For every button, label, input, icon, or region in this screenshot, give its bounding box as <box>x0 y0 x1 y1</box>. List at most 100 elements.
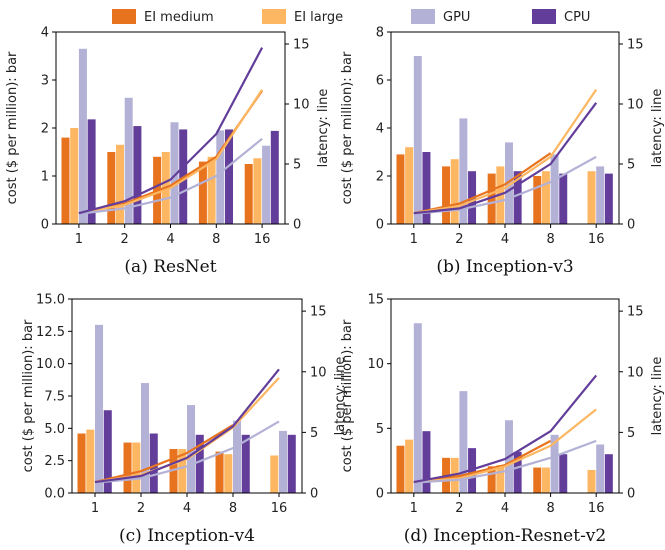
bar-ei-large <box>496 465 505 493</box>
y-axis-label: cost ($ per million): bar <box>340 51 355 204</box>
x-tick-label: 4 <box>166 232 174 247</box>
bar-ei-medium <box>77 433 86 493</box>
bar-gpu <box>187 405 196 493</box>
bar-cpu <box>133 126 142 224</box>
line-cpu <box>413 374 598 484</box>
x-tick-label: 2 <box>121 232 129 247</box>
bar-ei-medium <box>396 445 405 493</box>
y2-tick-label: 15 <box>293 38 310 53</box>
legend-label: CPU <box>564 10 590 25</box>
bar-gpu <box>279 430 288 493</box>
line-cpu <box>94 368 280 484</box>
line-gpu <box>78 137 263 215</box>
y-axis-label: cost ($ per million): bar <box>5 51 20 204</box>
line-gpu <box>413 439 597 484</box>
y2-tick-label: 10 <box>627 365 644 380</box>
bar-gpu <box>550 434 559 493</box>
y2-axis-label: latency: line <box>650 89 665 168</box>
bar-ei-large <box>270 455 279 493</box>
x-tick-label: 4 <box>183 501 191 516</box>
bar-group <box>77 324 296 493</box>
bar-gpu <box>141 383 150 493</box>
legend-item: EI medium <box>112 9 214 25</box>
x-tick-label: 16 <box>588 232 605 247</box>
x-tick-label: 2 <box>137 501 145 516</box>
y2-tick-label: 10 <box>310 365 327 380</box>
y2-tick-label: 0 <box>627 218 635 233</box>
bar-ei-medium <box>61 137 70 224</box>
y2-tick-label: 10 <box>293 98 310 113</box>
line-cpu <box>78 47 264 215</box>
y2-tick-label: 0 <box>310 487 318 502</box>
y2-tick-label: 5 <box>293 158 301 173</box>
y-tick-label: 1 <box>41 170 49 185</box>
bar-ei-large <box>405 147 414 224</box>
bar-cpu <box>422 431 431 493</box>
y2-tick-label: 15 <box>310 305 327 320</box>
bar-gpu <box>124 97 133 224</box>
bar-ei-medium <box>198 161 207 224</box>
y-tick-label: 5 <box>376 422 384 437</box>
bar-gpu <box>262 145 271 224</box>
x-tick-label: 8 <box>212 232 220 247</box>
bar-ei-medium <box>533 467 542 493</box>
x-tick-label: 16 <box>588 501 605 516</box>
bar-ei-large <box>587 171 596 224</box>
chart-panel: 0 5 10 15 0 5 10 15 1 2 4 8 16 cost ($ per million): … <box>340 293 665 547</box>
legend-swatch <box>112 9 136 24</box>
bar-ei-medium <box>533 176 542 224</box>
bar-gpu <box>596 444 605 493</box>
x-tick-label: 2 <box>455 232 463 247</box>
bar-group <box>396 56 613 224</box>
x-tick-label: 8 <box>546 501 554 516</box>
bar-gpu <box>459 118 468 224</box>
x-tick-label: 2 <box>455 501 463 516</box>
legend-item: CPU <box>532 9 590 25</box>
bar-ei-large <box>541 171 550 224</box>
line-ei-medium <box>94 424 234 484</box>
bar-group <box>61 48 279 224</box>
line-group <box>413 88 598 215</box>
panel-caption: (b) Inception-v3 <box>436 257 573 277</box>
line-ei-large <box>413 88 598 215</box>
line-cpu <box>413 102 598 215</box>
bar-ei-large <box>86 429 95 493</box>
y-tick-label: 0.0 <box>44 487 65 502</box>
line-group <box>94 368 280 484</box>
legend-label: EI medium <box>144 10 214 25</box>
bar-ei-large <box>70 128 79 224</box>
bar-cpu <box>559 454 568 493</box>
bar-gpu <box>78 48 87 224</box>
bar-ei-large <box>132 442 141 493</box>
y2-tick-label: 0 <box>627 487 635 502</box>
y-tick-label: 2.5 <box>44 454 65 469</box>
bar-ei-medium <box>123 442 132 493</box>
chart-panel: 0 2 4 6 8 0 5 10 15 1 2 4 8 16 cost ($ per million): b… <box>340 26 665 278</box>
bar-ei-medium <box>487 466 496 493</box>
line-ei-large <box>78 88 264 215</box>
y2-tick-label: 5 <box>627 158 635 173</box>
panel-caption: (a) ResNet <box>124 257 216 277</box>
x-tick-label: 4 <box>501 501 509 516</box>
bar-ei-medium <box>244 164 253 224</box>
y-tick-label: 0 <box>376 218 384 233</box>
y-tick-label: 5.0 <box>44 422 65 437</box>
y-tick-label: 2 <box>376 170 384 185</box>
y2-axis-label: latency: line <box>333 357 348 436</box>
y-tick-label: 8 <box>376 26 384 41</box>
bar-gpu <box>505 142 513 224</box>
bar-cpu <box>604 173 613 224</box>
x-tick-label: 16 <box>254 232 271 247</box>
bar-cpu <box>513 451 522 493</box>
legend-label: GPU <box>443 10 470 25</box>
bar-gpu <box>95 324 104 493</box>
legend-swatch <box>532 9 556 24</box>
bar-cpu <box>513 171 522 224</box>
bar-cpu <box>87 119 96 224</box>
bar-ei-large <box>253 158 262 224</box>
y-tick-label: 4 <box>41 26 49 41</box>
line-group <box>413 374 598 484</box>
y-tick-label: 2 <box>41 122 49 137</box>
bar-ei-large <box>115 144 125 224</box>
